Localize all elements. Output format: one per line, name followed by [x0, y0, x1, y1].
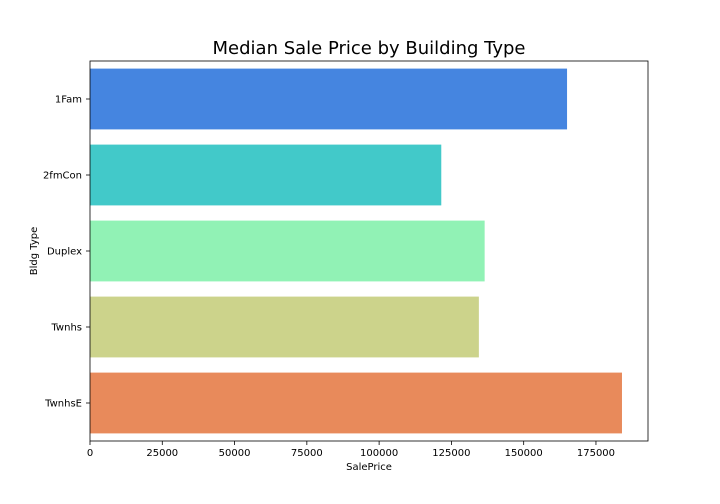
bar-twnhse — [90, 372, 622, 434]
bar-2fmcon — [90, 144, 442, 206]
bar-duplex — [90, 220, 485, 282]
bar-1fam — [90, 68, 568, 130]
x-tick-label: 150000 — [505, 448, 543, 459]
x-tick-label: 25000 — [146, 448, 178, 459]
y-tick-label: 2fmCon — [43, 171, 82, 182]
bar-twnhs — [90, 296, 479, 358]
chart-title: Median Sale Price by Building Type — [213, 38, 526, 59]
x-tick-label: 0 — [87, 448, 93, 459]
y-tick-label: Twnhs — [50, 323, 82, 334]
y-tick-label: 1Fam — [55, 95, 82, 106]
x-tick-label: 75000 — [291, 448, 323, 459]
x-tick-label: 50000 — [219, 448, 251, 459]
x-tick-label: 125000 — [432, 448, 470, 459]
y-tick-label: TwnhsE — [44, 399, 82, 410]
x-tick-label: 175000 — [577, 448, 615, 459]
x-axis-label: SalePrice — [346, 462, 392, 473]
plot-frame — [89, 60, 649, 442]
y-tick-label: Duplex — [47, 247, 82, 258]
x-tick-label: 100000 — [360, 448, 398, 459]
y-axis-label: Bldg Type — [29, 227, 40, 275]
